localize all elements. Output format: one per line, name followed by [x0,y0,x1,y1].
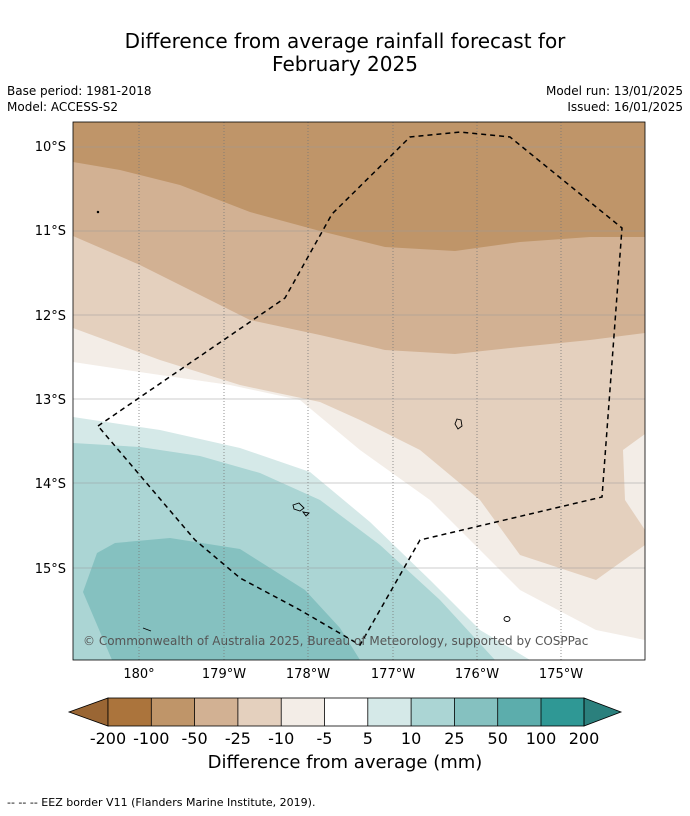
issued-text: Issued: 16/01/2025 [567,100,683,114]
meta-right: Model run: 13/01/2025 Issued: 16/01/2025 [546,83,683,115]
colorbar-swatch-6 [367,698,412,726]
lat-label-13s: 13°S [35,393,66,408]
colorbar-swatch-5 [324,698,368,726]
graticule [73,122,645,660]
colorbar-tick: -50 [182,729,208,748]
lat-label-12s: 12°S [35,309,66,324]
base-period-text: Base period: 1981-2018 [7,84,152,98]
lat-labels: 10°S 11°S 12°S 13°S 14°S 15°S [35,140,66,577]
eez-footnote: -- -- -- EEZ border V11 (Flanders Marine… [7,796,316,809]
lon-label-180: 180° [123,667,154,682]
eez-border [96,131,623,647]
band-25-to-50 [83,538,360,660]
lon-label-175w: 175°W [539,667,583,682]
title-line-2: February 2025 [272,52,418,76]
island-nw [96,210,100,214]
lat-label-14s: 14°S [35,477,66,492]
lon-label-177w: 177°W [371,667,415,682]
lon-label-178w: 178°W [286,667,330,682]
meta-left: Base period: 1981-2018 Model: ACCESS-S2 [7,83,152,115]
colorbar-tick: 200 [569,729,600,748]
lat-label-15s: 15°S [35,562,66,577]
colorbar-swatch-0 [108,698,152,726]
colorbar-tick: -25 [225,729,251,748]
lon-label-176w: 176°W [455,667,499,682]
map-panel: © Commonwealth of Australia 2025, Bureau… [73,122,645,660]
island-south [503,616,511,622]
model-text: Model: ACCESS-S2 [7,100,119,114]
colorbar-ticks: -200 -100 -50 -25 -10 -5 5 10 25 50 100 … [90,729,599,748]
map-frame [72,121,646,661]
colorbar-tick: -200 [90,729,126,748]
colorbar-swatch-8 [454,698,498,726]
island-west-cluster [292,502,310,517]
lon-label-179w: 179°W [202,667,246,682]
lat-label-11s: 11°S [35,224,66,239]
patch-right-edge [623,434,645,530]
colorbar-swatch-2 [194,698,238,726]
colorbar-underflow [67,697,109,727]
colorbar-tick: 50 [488,729,508,748]
colorbar-tick: 100 [526,729,557,748]
colorbar-tick: 5 [363,729,373,748]
colorbar-swatch-9 [497,698,541,726]
colorbar-overflow [583,697,623,727]
colorbar-tick: 10 [401,729,421,748]
colorbar-frame [107,697,585,727]
island-center [454,418,463,430]
lat-label-10s: 10°S [35,140,66,155]
model-run-text: Model run: 13/01/2025 [545,84,683,98]
colorbar-tick: -10 [268,729,294,748]
colorbar: -200 -100 -50 -25 -10 -5 5 10 25 50 100 … [67,697,623,748]
colorbar-title: Difference from average (mm) [207,752,483,773]
colorbar-swatch-3 [237,698,282,726]
island-outlines [96,210,511,632]
colorbar-swatch-4 [281,698,325,726]
colorbar-tick: -100 [133,729,169,748]
colorbar-tick: -5 [317,729,333,748]
title-line-1: Difference from average rainfall forecas… [124,29,566,53]
colorbar-swatch-7 [411,698,455,726]
lon-labels: 180° 179°W 178°W 177°W 176°W 175°W [123,667,583,682]
colorbar-tick: 25 [444,729,464,748]
copyright-text: © Commonwealth of Australia 2025, Bureau… [83,634,588,648]
colorbar-swatch-1 [151,698,195,726]
chart-title: Difference from average rainfall forecas… [0,30,690,76]
colorbar-swatch-10 [541,698,584,726]
island-sw [142,627,152,632]
